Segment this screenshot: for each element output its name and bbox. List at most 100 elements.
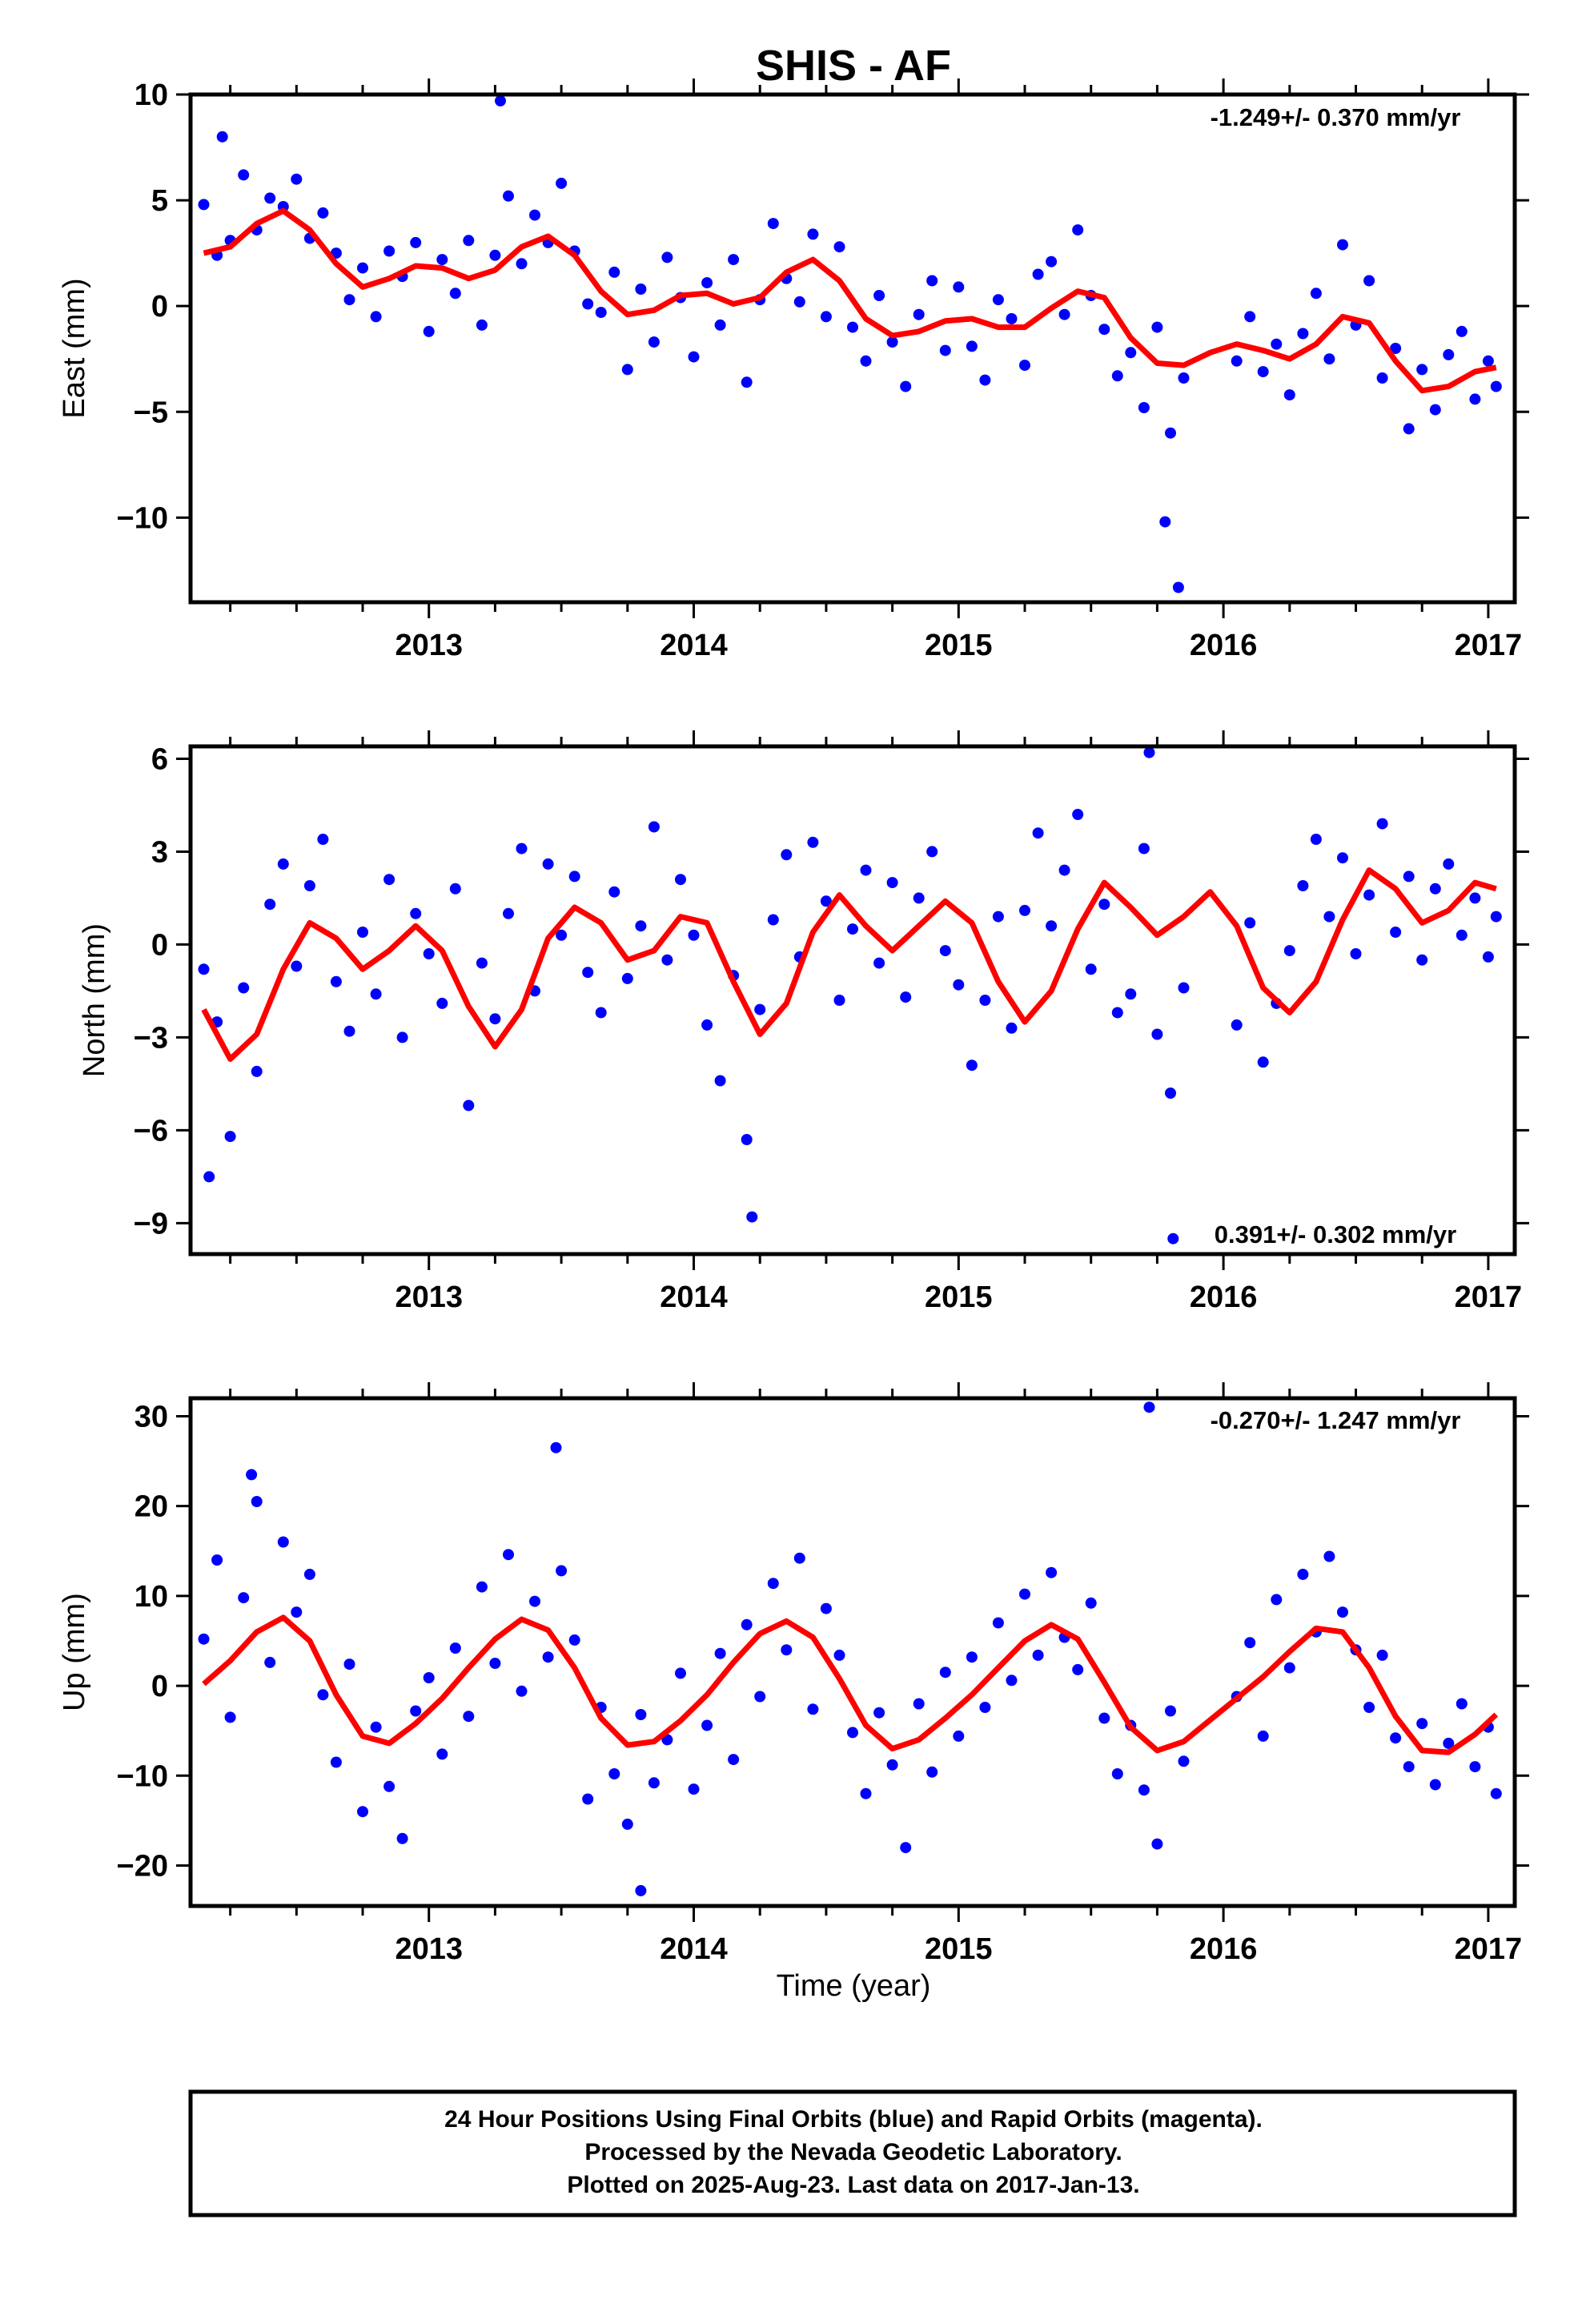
- up-data-point: [741, 1618, 753, 1630]
- east-data-point: [1244, 311, 1256, 323]
- east-fit-curve: [203, 207, 1497, 394]
- up-data-point: [608, 1768, 620, 1779]
- east-data-point: [741, 376, 753, 388]
- north-data-point: [1337, 852, 1348, 864]
- up-y-tick-label: 0: [151, 1670, 168, 1703]
- north-data-point: [754, 1003, 766, 1015]
- east-data-point: [635, 283, 647, 295]
- up-data-point: [476, 1581, 488, 1593]
- north-y-ticks: −9 −6 −3 0 3 6: [134, 742, 1529, 1240]
- north-data-point: [1456, 929, 1468, 941]
- east-data-point: [966, 340, 978, 352]
- north-data-point: [238, 982, 250, 994]
- east-y-tick-label: −10: [117, 501, 168, 535]
- north-data-point: [582, 967, 594, 979]
- north-data-point: [886, 877, 898, 889]
- east-data-point: [608, 266, 620, 278]
- east-data-point: [793, 296, 805, 308]
- up-data-point: [224, 1711, 236, 1723]
- footer-line-2: Processed by the Nevada Geodetic Laborat…: [584, 2139, 1122, 2165]
- north-data-point: [1058, 864, 1070, 876]
- east-data-point: [900, 380, 912, 392]
- up-data-point: [1138, 1784, 1150, 1796]
- east-data-point: [1032, 268, 1044, 280]
- east-data-point: [449, 287, 461, 300]
- up-data-point: [621, 1818, 633, 1830]
- up-fit-curve: [202, 1614, 1499, 1755]
- north-data-point: [688, 929, 700, 941]
- up-data-point: [886, 1759, 898, 1771]
- up-data-point: [1006, 1675, 1018, 1687]
- up-data-point: [1337, 1606, 1348, 1618]
- north-data-point: [820, 895, 832, 907]
- east-data-point: [1058, 308, 1070, 320]
- east-data-point: [661, 251, 673, 263]
- up-x-tick-label: 2014: [660, 1932, 728, 1966]
- north-data-point: [503, 907, 514, 919]
- north-data-point: [1167, 1232, 1179, 1244]
- up-data-point: [449, 1642, 461, 1654]
- east-data-point: [621, 364, 633, 376]
- north-y-tick-label: −9: [134, 1207, 168, 1240]
- north-points: [198, 746, 1502, 1244]
- north-data-point: [939, 945, 951, 957]
- east-data-point: [410, 236, 422, 248]
- up-data-point: [992, 1617, 1004, 1629]
- north-data-point: [1416, 954, 1428, 966]
- up-data-point: [370, 1721, 382, 1733]
- east-data-point: [489, 249, 501, 261]
- up-data-point: [277, 1536, 289, 1548]
- east-y-ticks: −10 −5 0 5 10: [117, 78, 1529, 535]
- up-data-point: [979, 1702, 991, 1713]
- up-data-point: [516, 1685, 528, 1697]
- north-data-point: [1151, 1028, 1163, 1040]
- north-data-point: [675, 874, 686, 886]
- up-data-point: [1244, 1637, 1256, 1649]
- east-x-tick-label: 2015: [925, 629, 993, 662]
- north-data-point: [1390, 927, 1402, 938]
- east-data-point: [1363, 275, 1375, 287]
- east-data-point: [926, 275, 938, 287]
- up-data-point: [913, 1698, 925, 1710]
- up-data-point: [503, 1549, 514, 1561]
- up-data-point: [1390, 1732, 1402, 1744]
- north-x-ticks: 2013 2014 2015 2016 2017: [229, 730, 1522, 1314]
- east-data-point: [648, 336, 660, 348]
- east-data-point: [1429, 404, 1441, 416]
- north-data-point: [476, 957, 488, 969]
- up-data-point: [820, 1602, 832, 1614]
- up-data-point: [383, 1780, 396, 1792]
- up-data-point: [1165, 1705, 1176, 1717]
- up-y-tick-label: −20: [117, 1850, 168, 1884]
- up-y-tick-label: −10: [117, 1759, 168, 1793]
- up-data-point: [396, 1832, 408, 1844]
- east-data-point: [1178, 372, 1190, 384]
- north-data-point: [224, 1131, 236, 1143]
- east-data-point: [1323, 353, 1335, 365]
- east-data-point: [913, 308, 925, 320]
- up-data-point: [1469, 1761, 1481, 1773]
- north-data-point: [807, 836, 819, 848]
- up-data-point: [246, 1469, 258, 1481]
- north-plot-frame: [188, 744, 1517, 1256]
- up-data-point: [291, 1606, 303, 1618]
- east-data-point: [1456, 325, 1468, 337]
- north-data-point: [1310, 834, 1322, 845]
- up-data-point: [793, 1552, 805, 1564]
- north-data-point: [396, 1031, 408, 1043]
- up-data-point: [436, 1748, 448, 1760]
- north-data-point: [966, 1059, 978, 1072]
- north-data-point: [1072, 809, 1084, 820]
- up-data-point: [648, 1777, 660, 1789]
- up-data-point: [1257, 1730, 1269, 1742]
- east-data-point: [357, 262, 368, 274]
- up-data-point: [1376, 1649, 1388, 1661]
- north-data-point: [1257, 1056, 1269, 1068]
- north-data-point: [1482, 951, 1494, 963]
- east-data-point: [820, 311, 832, 323]
- east-data-point: [1416, 364, 1428, 376]
- east-data-point: [216, 131, 228, 143]
- east-data-point: [238, 169, 250, 181]
- up-data-point: [754, 1691, 766, 1703]
- up-data-point: [939, 1667, 951, 1679]
